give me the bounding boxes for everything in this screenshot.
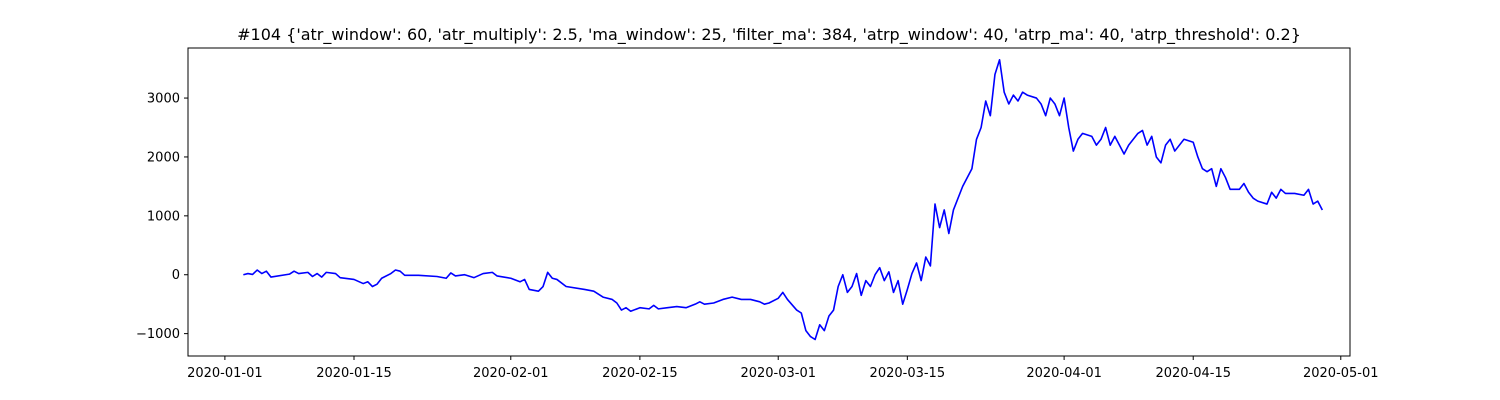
plot-area-frame <box>187 47 1351 357</box>
x-tick-label: 2020-03-01 <box>740 366 816 381</box>
x-tick-label: 2020-01-15 <box>316 366 392 381</box>
y-tick-label: 0 <box>172 268 180 283</box>
y-tick-label: −1000 <box>136 327 180 342</box>
y-tick-label: 2000 <box>147 150 180 165</box>
series-layer <box>243 58 1324 341</box>
chart-title: #104 {'atr_window': 60, 'atr_multiply': … <box>237 25 1301 45</box>
x-tick-label: 2020-01-01 <box>187 366 263 381</box>
series-line-0 <box>243 58 1324 341</box>
x-tick-label: 2020-02-01 <box>473 366 549 381</box>
x-tick-label: 2020-04-15 <box>1155 366 1231 381</box>
x-tick-label: 2020-02-15 <box>602 366 678 381</box>
x-axis: 2020-01-01 2020-01-15 2020-02-01 2020-02-15… <box>187 356 1379 381</box>
y-axis: −1000 0 1000 2000 3000 <box>136 92 188 342</box>
x-tick-label: 2020-05-01 <box>1303 366 1379 381</box>
y-tick-label: 1000 <box>147 209 180 224</box>
x-tick-label: 2020-03-15 <box>870 366 946 381</box>
y-tick-label: 3000 <box>147 92 180 107</box>
x-tick-label: 2020-04-01 <box>1026 366 1102 381</box>
